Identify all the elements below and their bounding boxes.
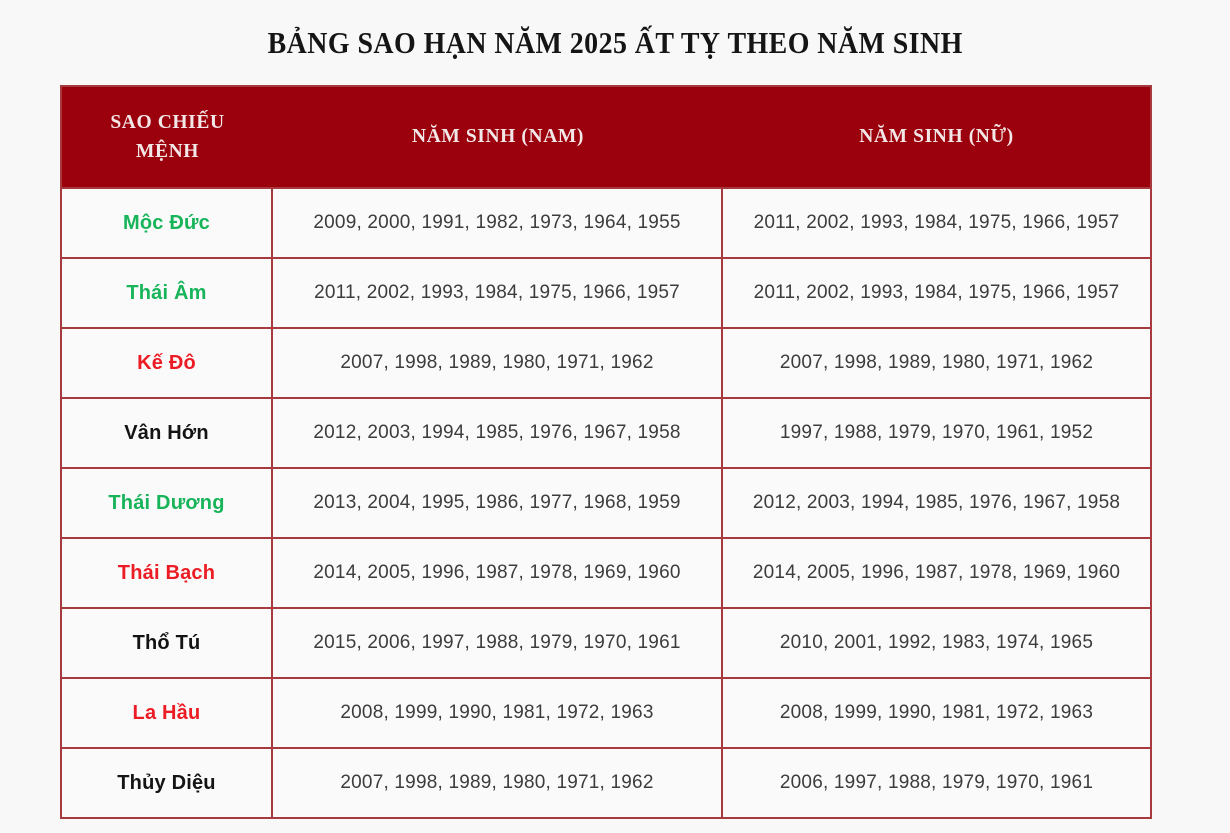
star-name: Thái Âm	[126, 281, 207, 304]
birth-years-female-cell: 2007, 1998, 1989, 1980, 1971, 1962	[723, 329, 1150, 397]
birth-years-female-cell: 2011, 2002, 1993, 1984, 1975, 1966, 1957	[723, 259, 1150, 327]
column-header-nu-label: NĂM SINH (NỮ)	[859, 126, 1014, 148]
star-name-cell: Kế Đô	[62, 329, 273, 397]
birth-years-male-cell: 2009, 2000, 1991, 1982, 1973, 1964, 1955	[273, 189, 723, 257]
star-name-cell: Vân Hớn	[62, 399, 273, 467]
star-name: Thái Bạch	[117, 561, 216, 584]
birth-years-male: 2007, 1998, 1989, 1980, 1971, 1962	[340, 352, 654, 373]
birth-years-male-cell: 2013, 2004, 1995, 1986, 1977, 1968, 1959	[273, 469, 723, 537]
birth-years-male: 2009, 2000, 1991, 1982, 1973, 1964, 1955	[313, 212, 681, 233]
birth-years-male-cell: 2015, 2006, 1997, 1988, 1979, 1970, 1961	[273, 609, 723, 677]
birth-years-female: 2006, 1997, 1988, 1979, 1970, 1961	[779, 772, 1094, 793]
birth-years-male-cell: 2008, 1999, 1990, 1981, 1972, 1963	[273, 679, 723, 747]
star-name: Mộc Đức	[122, 211, 210, 234]
birth-years-female: 2014, 2005, 1996, 1987, 1978, 1969, 1960	[752, 562, 1121, 583]
star-name-cell: Mộc Đức	[62, 189, 273, 257]
column-header-nam-label: NĂM SINH (NAM)	[412, 126, 584, 148]
birth-years-female-cell: 2012, 2003, 1994, 1985, 1976, 1967, 1958	[723, 469, 1150, 537]
birth-years-male: 2014, 2005, 1996, 1987, 1978, 1969, 1960	[313, 562, 681, 583]
star-name-cell: Thái Dương	[62, 469, 273, 537]
star-name: La Hầu	[132, 701, 201, 724]
birth-years-male-cell: 2011, 2002, 1993, 1984, 1975, 1966, 1957	[273, 259, 723, 327]
star-name: Kế Đô	[137, 351, 196, 374]
star-name-cell: Thổ Tú	[62, 609, 273, 677]
column-header-nam: NĂM SINH (NAM)	[273, 87, 723, 187]
birth-years-female: 1997, 1988, 1979, 1970, 1961, 1952	[779, 422, 1094, 443]
birth-years-male: 2013, 2004, 1995, 1986, 1977, 1968, 1959	[313, 492, 681, 513]
birth-years-male: 2015, 2006, 1997, 1988, 1979, 1970, 1961	[313, 632, 681, 653]
birth-years-female-cell: 2011, 2002, 1993, 1984, 1975, 1966, 1957	[723, 189, 1150, 257]
birth-years-female: 2011, 2002, 1993, 1984, 1975, 1966, 1957	[753, 282, 1120, 303]
birth-years-male-cell: 2014, 2005, 1996, 1987, 1978, 1969, 1960	[273, 539, 723, 607]
table-row: Thái Âm 2011, 2002, 1993, 1984, 1975, 19…	[62, 257, 1150, 327]
table-row: Thủy Diệu 2007, 1998, 1989, 1980, 1971, …	[62, 747, 1150, 817]
birth-years-female-cell: 1997, 1988, 1979, 1970, 1961, 1952	[723, 399, 1150, 467]
star-name-cell: Thủy Diệu	[62, 749, 273, 817]
table-row: Thổ Tú 2015, 2006, 1997, 1988, 1979, 197…	[62, 607, 1150, 677]
table-row: Thái Bạch 2014, 2005, 1996, 1987, 1978, …	[62, 537, 1150, 607]
page-title: BẢNG SAO HẠN NĂM 2025 ẤT TỴ THEO NĂM SIN…	[267, 24, 963, 60]
table-row: Thái Dương 2013, 2004, 1995, 1986, 1977,…	[62, 467, 1150, 537]
star-name-cell: Thái Âm	[62, 259, 273, 327]
birth-years-female-cell: 2010, 2001, 1992, 1983, 1974, 1965	[723, 609, 1150, 677]
table-row: Mộc Đức 2009, 2000, 1991, 1982, 1973, 19…	[62, 187, 1150, 257]
birth-years-female: 2011, 2002, 1993, 1984, 1975, 1966, 1957	[753, 212, 1120, 233]
birth-years-male: 2011, 2002, 1993, 1984, 1975, 1966, 1957	[314, 282, 680, 303]
birth-years-female: 2012, 2003, 1994, 1985, 1976, 1967, 1958	[752, 492, 1121, 513]
birth-years-male: 2008, 1999, 1990, 1981, 1972, 1963	[340, 702, 654, 723]
birth-years-female-cell: 2008, 1999, 1990, 1981, 1972, 1963	[723, 679, 1150, 747]
star-name: Vân Hớn	[124, 421, 209, 444]
birth-years-female-cell: 2014, 2005, 1996, 1987, 1978, 1969, 1960	[723, 539, 1150, 607]
table-row: Kế Đô 2007, 1998, 1989, 1980, 1971, 1962…	[62, 327, 1150, 397]
birth-years-female: 2008, 1999, 1990, 1981, 1972, 1963	[779, 702, 1094, 723]
birth-years-female: 2010, 2001, 1992, 1983, 1974, 1965	[779, 632, 1094, 653]
birth-years-male-cell: 2012, 2003, 1994, 1985, 1976, 1967, 1958	[273, 399, 723, 467]
birth-years-female-cell: 2006, 1997, 1988, 1979, 1970, 1961	[723, 749, 1150, 817]
table-row: Vân Hớn 2012, 2003, 1994, 1985, 1976, 19…	[62, 397, 1150, 467]
birth-years-male: 2012, 2003, 1994, 1985, 1976, 1967, 1958	[313, 422, 681, 443]
star-name: Thái Dương	[108, 491, 225, 514]
sao-han-table: SAO CHIẾU MỆNH NĂM SINH (NAM) NĂM SINH (…	[60, 85, 1152, 819]
star-name: Thủy Diệu	[117, 771, 216, 794]
birth-years-male-cell: 2007, 1998, 1989, 1980, 1971, 1962	[273, 329, 723, 397]
table-row: La Hầu 2008, 1999, 1990, 1981, 1972, 196…	[62, 677, 1150, 747]
column-header-nu: NĂM SINH (NỮ)	[723, 87, 1150, 187]
column-header-star-label: SAO CHIẾU MỆNH	[110, 111, 225, 162]
title-bar: BẢNG SAO HẠN NĂM 2025 ẤT TỴ THEO NĂM SIN…	[0, 0, 1230, 85]
birth-years-male: 2007, 1998, 1989, 1980, 1971, 1962	[340, 772, 654, 793]
column-header-star: SAO CHIẾU MỆNH	[62, 87, 273, 187]
table-header: SAO CHIẾU MỆNH NĂM SINH (NAM) NĂM SINH (…	[62, 87, 1150, 187]
table-body: Mộc Đức 2009, 2000, 1991, 1982, 1973, 19…	[62, 187, 1150, 817]
star-name-cell: Thái Bạch	[62, 539, 273, 607]
birth-years-male-cell: 2007, 1998, 1989, 1980, 1971, 1962	[273, 749, 723, 817]
birth-years-female: 2007, 1998, 1989, 1980, 1971, 1962	[779, 352, 1094, 373]
star-name: Thổ Tú	[132, 631, 201, 654]
star-name-cell: La Hầu	[62, 679, 273, 747]
